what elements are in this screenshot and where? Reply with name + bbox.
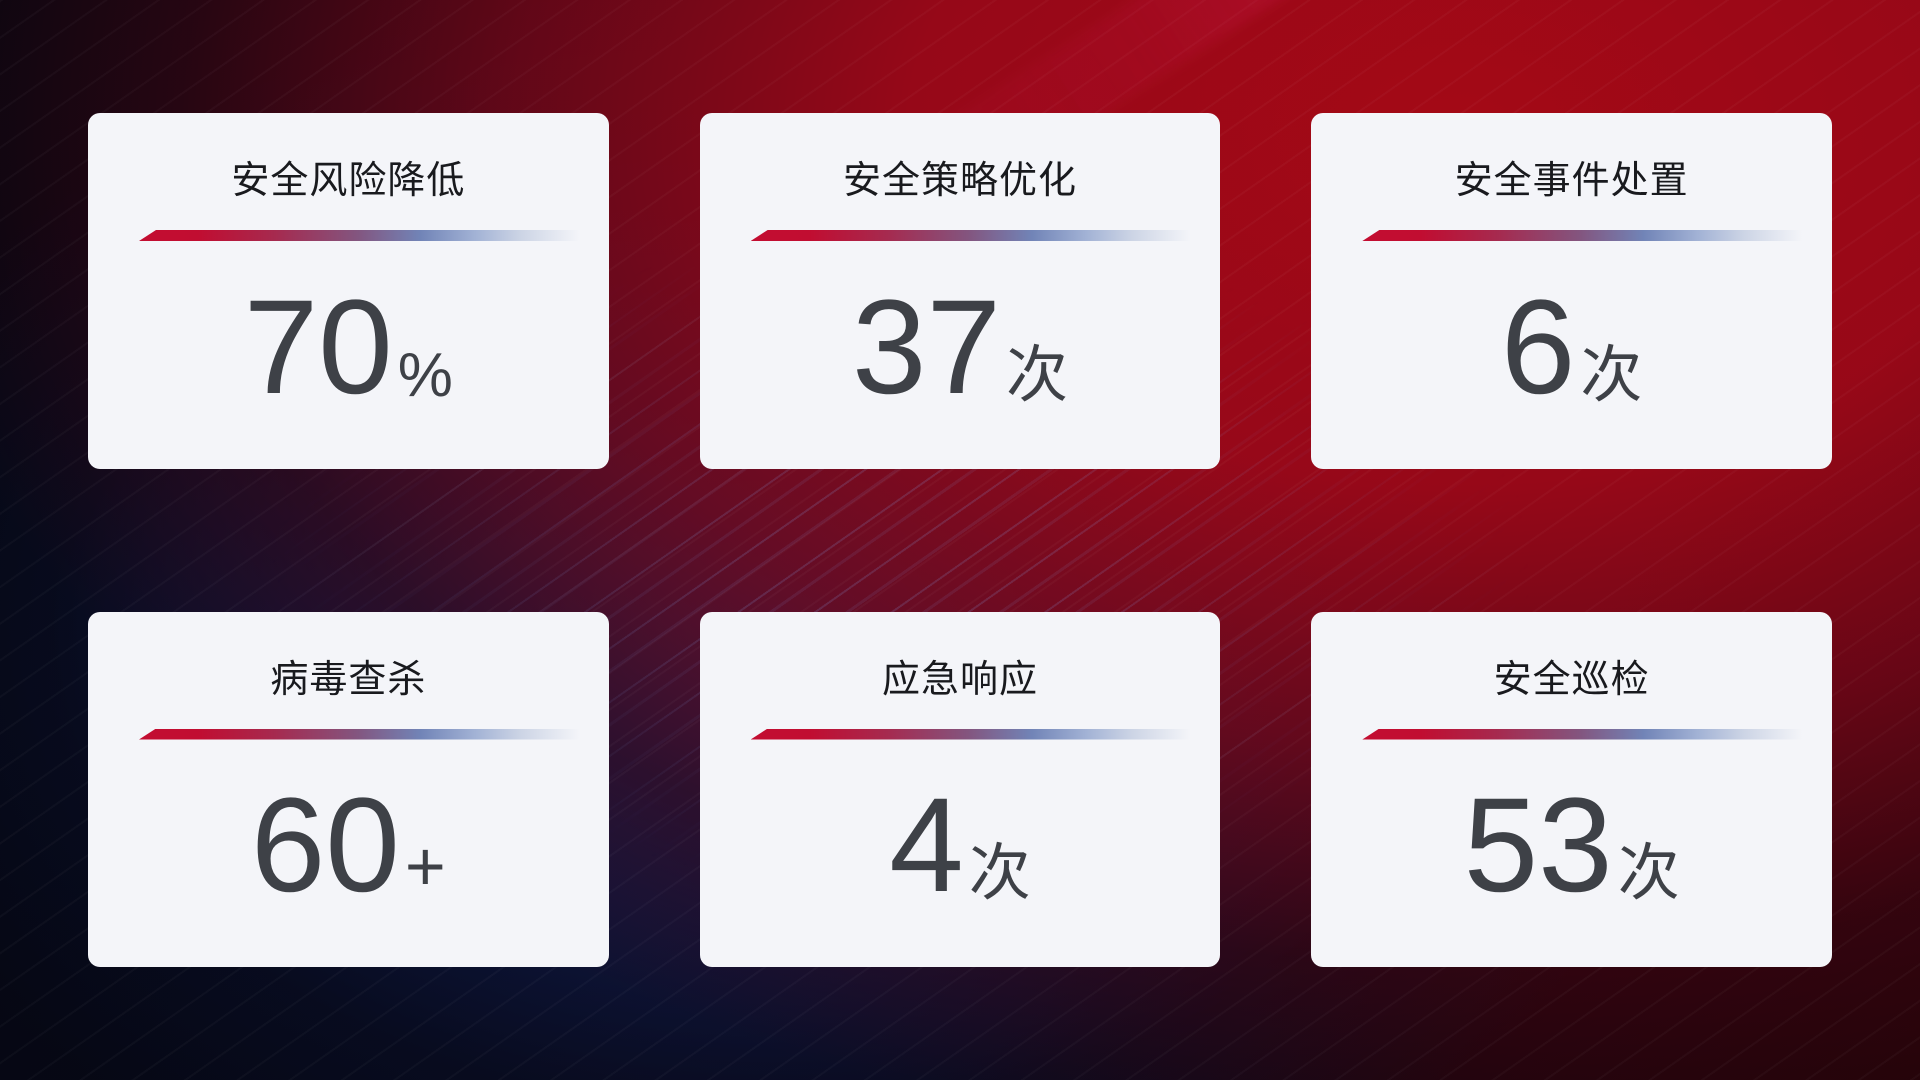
stat-number: 53 [1463,771,1613,921]
stat-unit: 次 [1006,340,1069,410]
stat-unit: 次 [1617,839,1680,909]
stat-card-title: 病毒查杀 [270,658,427,701]
stat-card-incident-handling: 安全事件处置 6 次 [1311,113,1832,469]
gradient-divider [139,230,593,241]
stat-number: 70 [243,272,393,422]
stat-card-policy-optimization: 安全策略优化 37 次 [699,113,1221,469]
gradient-divider [750,230,1205,241]
gradient-divider [1362,230,1816,241]
gradient-divider [139,728,593,740]
stat-value-row: 37 次 [852,227,1068,469]
stat-number: 4 [889,771,964,921]
stat-number: 37 [851,272,1002,422]
stat-card-emergency-response: 应急响应 4 次 [699,611,1221,968]
gradient-divider [1362,728,1816,740]
stat-card-security-risk: 安全风险降低 70 % [88,113,609,469]
stat-value-row: 53 次 [1464,726,1680,968]
stat-unit: 次 [968,839,1031,909]
stat-value-row: 60 + [251,726,446,968]
stat-card-title: 安全巡检 [1493,658,1650,701]
stat-value-row: 70 % [244,227,453,469]
stat-card-title: 安全风险降低 [231,160,466,202]
stat-number: 60 [250,771,400,921]
stat-number: 6 [1500,272,1576,422]
stat-card-title: 安全事件处置 [1454,160,1689,202]
stat-card-title: 安全策略优化 [842,160,1077,202]
stat-card-virus-scan: 病毒查杀 60 + [88,611,609,968]
stat-value-row: 6 次 [1501,227,1643,469]
stat-unit: + [404,827,446,906]
stat-unit: % [397,340,453,410]
stat-card-security-inspection: 安全巡检 53 次 [1311,611,1832,968]
stat-card-title: 应急响应 [881,658,1038,701]
gradient-divider [750,728,1205,740]
stat-unit: 次 [1580,340,1643,410]
stat-value-row: 4 次 [889,726,1031,968]
